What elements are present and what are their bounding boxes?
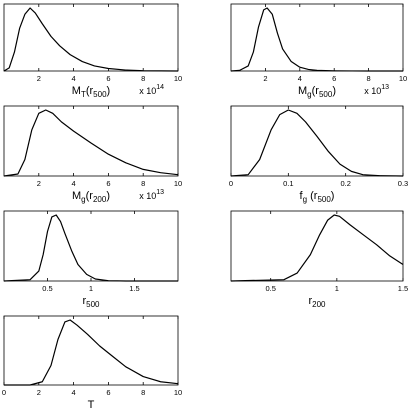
distribution-curve [230, 109, 404, 177]
x-tick-label: 0 [2, 388, 6, 397]
subplot-5: 0.5 1 1.5 r500 [3, 210, 179, 309]
plot-frame [3, 105, 179, 177]
x-exponent-label: x 1014 [139, 84, 164, 96]
plot-frame [3, 210, 179, 282]
plot-frame [3, 315, 179, 386]
subplot-4: 0 0.1 0.2 0.3 fg (r500) [229, 105, 408, 204]
plot-frame [3, 3, 179, 72]
x-tick-label: 0.1 [283, 179, 293, 188]
x-exponent-label: x 1013 [139, 189, 164, 201]
x-tick-label: 1.5 [129, 284, 139, 293]
x-tick-label: 8 [141, 74, 145, 83]
x-tick-label: 0.3 [398, 179, 408, 188]
x-tick-label: 8 [367, 74, 371, 83]
x-tick-label: 1.5 [398, 284, 408, 293]
x-tick-label: 0.2 [340, 179, 350, 188]
x-axis-label: r500 [82, 295, 100, 309]
x-tick-label: 8 [141, 388, 145, 397]
x-tick-label: 10 [174, 388, 182, 397]
plot-frame [230, 3, 404, 72]
distribution-curve [4, 319, 179, 386]
x-axis-label: T [88, 399, 95, 409]
x-tick-label: 0 [229, 179, 233, 188]
x-exponent-label: x 1013 [364, 84, 389, 96]
x-axis-label: Mg(r500) [298, 85, 336, 99]
subplot-2: 2 4 6 8 10 Mg(r500) x 1013 [230, 3, 407, 99]
x-axis-label: Mg(r200) [72, 190, 110, 204]
subplot-7: 0 2 4 6 8 10 T [2, 315, 182, 409]
distribution-curve [230, 7, 403, 72]
x-tick-label: 2 [37, 74, 41, 83]
subplot-3: 2 4 6 8 10 Mg(r200) x 1013 [3, 105, 182, 204]
x-tick-label: 10 [399, 74, 407, 83]
distribution-curve [3, 7, 179, 72]
plot-frame [230, 105, 404, 177]
subplot-1: 2 4 6 8 10 MT(r500) x 1014 [3, 3, 182, 99]
x-tick-label: 2 [263, 74, 267, 83]
x-tick-label: 2 [37, 179, 41, 188]
x-tick-label: 10 [174, 179, 182, 188]
x-tick-label: 1 [335, 284, 339, 293]
x-tick-label: 4 [298, 74, 302, 83]
distribution-curve [230, 214, 404, 282]
subplot-6: 0.5 1 1.5 r200 [230, 210, 408, 309]
x-tick-label: 0.5 [265, 284, 275, 293]
x-axis-label: MT(r500) [72, 85, 110, 99]
x-tick-label: 10 [174, 74, 182, 83]
x-tick-label: 1 [89, 284, 93, 293]
x-tick-label: 4 [72, 179, 76, 188]
x-tick-label: 2 [37, 388, 41, 397]
x-tick-label: 6 [332, 74, 336, 83]
distribution-curve [3, 214, 178, 282]
plot-frame [230, 210, 404, 282]
x-tick-label: 6 [106, 179, 110, 188]
x-tick-label: 6 [106, 74, 110, 83]
x-axis-label: r200 [308, 295, 326, 309]
x-tick-label: 4 [72, 388, 76, 397]
x-tick-label: 0.5 [42, 284, 52, 293]
x-axis-label: fg (r500) [300, 190, 335, 204]
x-tick-label: 8 [141, 179, 145, 188]
x-tick-label: 4 [72, 74, 76, 83]
distribution-curve [3, 109, 179, 177]
x-tick-label: 6 [106, 388, 110, 397]
